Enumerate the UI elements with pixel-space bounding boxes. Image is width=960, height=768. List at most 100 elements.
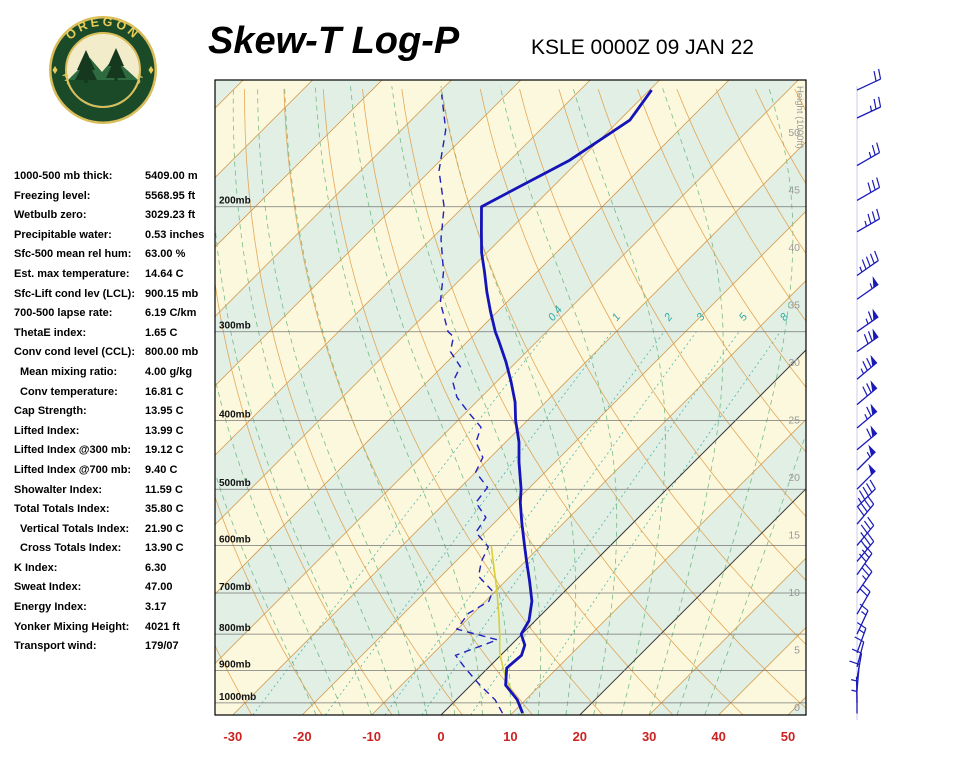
index-value: 1.65 C: [145, 326, 178, 339]
index-row: Cap Strength: 13.95 C: [14, 402, 219, 422]
page-title: Skew-T Log-P: [208, 20, 460, 62]
svg-text:10: 10: [788, 587, 800, 599]
index-row: Wetbulb zero: 3029.23 ft: [14, 206, 219, 226]
index-label: Energy Index:: [14, 601, 87, 614]
index-label: Cross Totals Index:: [20, 542, 122, 555]
index-row: Freezing level: 5568.95 ft: [14, 187, 219, 207]
index-value: 35.80 C: [145, 503, 184, 516]
station-time-label: KSLE 0000Z 09 JAN 22: [531, 36, 754, 59]
index-value: 3029.23 ft: [145, 209, 196, 222]
temp-axis-labels: -30 -20 -10 0 10 20 30 40 50: [223, 729, 795, 744]
index-row: Yonker Mixing Height: 4021 ft: [14, 618, 219, 638]
index-row: Lifted Index @700 mb: 9.40 C: [14, 461, 219, 481]
svg-text:800mb: 800mb: [219, 623, 251, 634]
wind-barb-icon: [856, 463, 876, 490]
index-value: 14.64 C: [145, 267, 184, 280]
plot-layers: [215, 80, 806, 715]
index-value: 5568.95 ft: [145, 189, 196, 202]
wind-barb-icon: [856, 444, 876, 471]
svg-text:300mb: 300mb: [219, 321, 251, 332]
index-value: 800.00 mb: [145, 346, 199, 359]
svg-text:1000mb: 1000mb: [219, 692, 256, 703]
svg-text:200mb: 200mb: [219, 196, 251, 207]
wind-barb-icon: [856, 516, 875, 546]
logo-left-star-icon: [52, 66, 58, 74]
svg-text:0: 0: [437, 729, 444, 744]
index-row: Conv cond level (CCL): 800.00 mb: [14, 343, 219, 363]
temperature-profile-line: [479, 89, 653, 714]
index-value: 13.90 C: [145, 542, 184, 555]
svg-text:-10: -10: [362, 729, 381, 744]
index-value: 9.40 C: [145, 463, 178, 476]
index-label: ThetaE index:: [14, 326, 87, 339]
logo-badge-icon: OREGON DEPARTMENT OF FORESTRY: [43, 5, 157, 124]
svg-text:20: 20: [573, 729, 587, 744]
dewpoint-profile-line: [438, 94, 504, 714]
wind-barb-icon: [856, 495, 875, 525]
wind-barb-icon: [856, 425, 878, 451]
index-row: Est. max temperature: 14.64 C: [14, 265, 219, 285]
wind-barb-icon: [851, 648, 863, 679]
index-value: 13.95 C: [145, 405, 184, 418]
wind-barb-icon: [856, 308, 879, 333]
index-row: Precipitable water: 0.53 inches: [14, 226, 219, 246]
index-label: 700-500 lapse rate:: [14, 307, 113, 320]
svg-text:5: 5: [794, 645, 800, 657]
index-row: Total Totals Index: 35.80 C: [14, 500, 219, 520]
index-value: 6.30: [145, 561, 167, 574]
wind-barb-icon: [856, 177, 881, 202]
index-row: Sfc-500 mean rel hum: 63.00 %: [14, 245, 219, 265]
svg-text:40: 40: [711, 729, 725, 744]
svg-text:50: 50: [788, 127, 800, 139]
index-value: 179/07: [145, 640, 179, 653]
svg-text:-30: -30: [223, 729, 242, 744]
wind-barb-icon: [856, 208, 881, 233]
plot-border: [214, 79, 807, 716]
index-label: Transport wind:: [14, 640, 97, 653]
index-row: Sfc-Lift cond lev (LCL): 900.15 mb: [14, 285, 219, 305]
index-label: Sweat Index:: [14, 581, 82, 594]
index-value: 4.00 g/kg: [145, 365, 193, 378]
svg-text:600mb: 600mb: [219, 534, 251, 545]
wind-barb-icon: [856, 328, 879, 353]
index-label: Conv temperature:: [20, 385, 118, 398]
wind-barb-icon: [856, 68, 882, 91]
index-value: 63.00 %: [145, 248, 186, 261]
svg-text:25: 25: [788, 415, 800, 427]
index-label: Mean mixing ratio:: [20, 365, 118, 378]
wind-barb-icon: [856, 354, 878, 380]
svg-text:20: 20: [788, 472, 800, 484]
parcel-path-line: [490, 545, 526, 715]
index-label: Sfc-500 mean rel hum:: [14, 248, 132, 261]
index-value: 5409.00 m: [145, 170, 198, 182]
svg-text:400mb: 400mb: [219, 409, 251, 420]
wind-barb-icon: [854, 636, 865, 668]
index-label: Est. max temperature:: [14, 267, 130, 280]
wind-barb-column: [849, 68, 882, 720]
index-row: Cross Totals Index: 13.90 C: [14, 539, 219, 559]
index-label: Cap Strength:: [14, 405, 87, 418]
index-label: Yonker Mixing Height:: [14, 620, 130, 633]
index-label: Total Totals Index:: [14, 503, 110, 516]
svg-text:30: 30: [642, 729, 656, 744]
index-row: Conv temperature: 16.81 C: [14, 383, 219, 403]
index-value: 900.15 mb: [145, 287, 199, 300]
index-label: Conv cond level (CCL):: [14, 346, 136, 359]
svg-text:0: 0: [794, 702, 800, 714]
index-label: 1000-500 mb thick:: [14, 170, 113, 182]
index-label: Lifted Index @700 mb:: [14, 463, 132, 476]
index-row: Vertical Totals Index: 21.90 C: [14, 520, 219, 540]
wind-barb-icon: [856, 380, 878, 406]
wind-barb-icon: [856, 276, 879, 300]
index-label: Showalter Index:: [14, 483, 103, 496]
index-value: 11.59 C: [145, 483, 183, 496]
wind-barb-icon: [856, 563, 873, 594]
svg-text:500mb: 500mb: [219, 478, 251, 489]
logo-right-star-icon: [148, 66, 154, 74]
index-label: Vertical Totals Index:: [20, 522, 130, 535]
index-label: K Index:: [14, 561, 58, 574]
wind-barb-icon: [856, 584, 871, 615]
index-label: Sfc-Lift cond lev (LCL):: [14, 287, 135, 300]
svg-text:10: 10: [503, 729, 517, 744]
index-value: 21.90 C: [145, 522, 184, 535]
